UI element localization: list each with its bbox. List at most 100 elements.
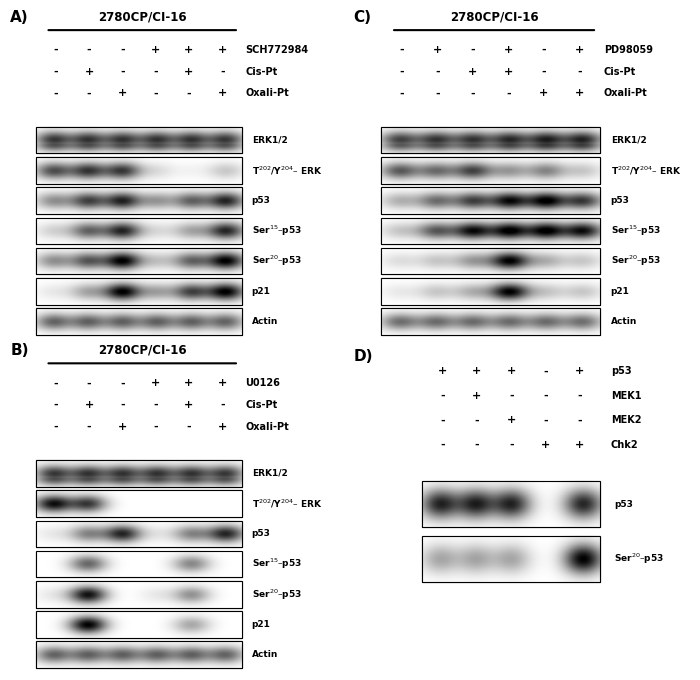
Text: -: -: [578, 415, 582, 425]
Text: -: -: [542, 45, 546, 55]
Text: -: -: [53, 45, 58, 55]
Text: +: +: [575, 45, 584, 55]
Text: ERK1/2: ERK1/2: [252, 469, 288, 478]
Text: +: +: [575, 440, 584, 449]
Text: p53: p53: [610, 367, 631, 376]
Text: -: -: [87, 422, 92, 432]
Text: +: +: [473, 391, 482, 401]
Text: Cis-Pt: Cis-Pt: [245, 67, 277, 77]
Text: PD98059: PD98059: [604, 45, 653, 55]
Text: +: +: [85, 67, 94, 77]
Text: -: -: [153, 67, 158, 77]
Text: +: +: [507, 367, 516, 376]
Text: p21: p21: [252, 287, 271, 296]
Text: Ser$^{20}$–p53: Ser$^{20}$–p53: [252, 587, 302, 602]
Text: +: +: [468, 67, 477, 77]
Text: Ser$^{20}$–p53: Ser$^{20}$–p53: [610, 254, 661, 269]
Text: +: +: [85, 400, 94, 410]
Text: +: +: [438, 367, 447, 376]
Text: +: +: [184, 400, 194, 410]
Text: -: -: [153, 400, 158, 410]
Text: -: -: [187, 88, 191, 99]
Text: Actin: Actin: [252, 650, 278, 659]
Text: -: -: [220, 67, 225, 77]
Text: Ser$^{15}$–p53: Ser$^{15}$–p53: [610, 224, 661, 238]
Text: +: +: [539, 88, 548, 99]
Text: Oxali-Pt: Oxali-Pt: [604, 88, 648, 99]
Text: -: -: [120, 67, 125, 77]
Text: +: +: [218, 88, 227, 99]
Text: -: -: [153, 88, 158, 99]
Text: -: -: [435, 88, 440, 99]
Text: -: -: [543, 415, 548, 425]
Text: -: -: [440, 391, 445, 401]
Text: B): B): [10, 343, 29, 358]
Text: p21: p21: [610, 287, 629, 296]
Text: p53: p53: [614, 500, 633, 509]
Text: -: -: [187, 422, 191, 432]
Text: D): D): [354, 350, 373, 364]
Text: -: -: [53, 67, 58, 77]
Text: SCH772984: SCH772984: [245, 45, 309, 55]
Text: MEK1: MEK1: [610, 391, 641, 401]
Text: Chk2: Chk2: [610, 440, 638, 449]
Text: -: -: [87, 88, 92, 99]
Text: +: +: [218, 378, 227, 388]
Text: -: -: [153, 422, 158, 432]
Text: -: -: [577, 67, 582, 77]
Text: -: -: [470, 45, 475, 55]
Text: -: -: [440, 440, 445, 449]
Text: Actin: Actin: [252, 317, 278, 326]
Text: T$^{202}$/Y$^{204}$– ERK: T$^{202}$/Y$^{204}$– ERK: [252, 498, 322, 510]
Text: p53: p53: [610, 196, 629, 205]
Text: +: +: [184, 45, 194, 55]
Text: -: -: [53, 88, 58, 99]
Text: T$^{202}$/Y$^{204}$– ERK: T$^{202}$/Y$^{204}$– ERK: [610, 165, 681, 177]
Text: -: -: [506, 88, 511, 99]
Text: MEK2: MEK2: [610, 415, 641, 425]
Text: -: -: [400, 45, 405, 55]
Text: -: -: [475, 440, 480, 449]
Text: +: +: [118, 88, 127, 99]
Text: Cis-Pt: Cis-Pt: [245, 400, 277, 410]
Text: p53: p53: [252, 196, 271, 205]
Text: C): C): [354, 10, 372, 25]
Text: +: +: [151, 45, 160, 55]
Text: -: -: [120, 378, 125, 388]
Text: -: -: [87, 45, 92, 55]
Text: -: -: [87, 378, 92, 388]
Text: -: -: [400, 88, 405, 99]
Text: 2780CP/CI-16: 2780CP/CI-16: [98, 10, 187, 23]
Text: +: +: [184, 67, 194, 77]
Text: -: -: [509, 391, 514, 401]
Text: +: +: [473, 367, 482, 376]
Text: Oxali-Pt: Oxali-Pt: [245, 422, 289, 432]
Text: +: +: [184, 378, 194, 388]
Text: Ser$^{15}$–p53: Ser$^{15}$–p53: [252, 557, 302, 571]
Text: 2780CP/CI-16: 2780CP/CI-16: [98, 343, 187, 356]
Text: -: -: [440, 415, 445, 425]
Text: Ser$^{20}$–p53: Ser$^{20}$–p53: [614, 552, 664, 566]
Text: -: -: [120, 45, 125, 55]
Text: +: +: [504, 45, 513, 55]
Text: U0126: U0126: [245, 378, 280, 388]
Text: Actin: Actin: [610, 317, 637, 326]
Text: +: +: [507, 415, 516, 425]
Text: +: +: [575, 88, 584, 99]
Text: +: +: [541, 440, 550, 449]
Text: -: -: [120, 400, 125, 410]
Text: -: -: [220, 400, 225, 410]
Text: ERK1/2: ERK1/2: [252, 136, 288, 145]
Text: -: -: [578, 391, 582, 401]
Text: T$^{202}$/Y$^{204}$– ERK: T$^{202}$/Y$^{204}$– ERK: [252, 165, 322, 177]
Text: p53: p53: [252, 529, 271, 539]
Text: -: -: [543, 391, 548, 401]
Text: +: +: [151, 378, 160, 388]
Text: -: -: [435, 67, 440, 77]
Text: ERK1/2: ERK1/2: [610, 136, 646, 145]
Text: 2780CP/CI-16: 2780CP/CI-16: [449, 10, 538, 23]
Text: -: -: [53, 400, 58, 410]
Text: +: +: [118, 422, 127, 432]
Text: Ser$^{15}$–p53: Ser$^{15}$–p53: [252, 224, 302, 238]
Text: +: +: [575, 367, 584, 376]
